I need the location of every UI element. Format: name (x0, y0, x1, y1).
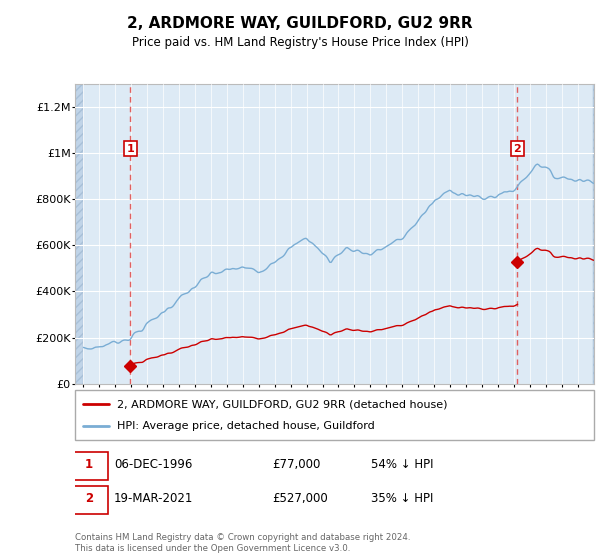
Text: 2: 2 (85, 492, 93, 505)
Text: Price paid vs. HM Land Registry's House Price Index (HPI): Price paid vs. HM Land Registry's House … (131, 36, 469, 49)
Text: Contains HM Land Registry data © Crown copyright and database right 2024.: Contains HM Land Registry data © Crown c… (75, 533, 410, 542)
Text: 06-DEC-1996: 06-DEC-1996 (114, 458, 193, 471)
Text: 2: 2 (514, 143, 521, 153)
Text: This data is licensed under the Open Government Licence v3.0.: This data is licensed under the Open Gov… (75, 544, 350, 553)
FancyBboxPatch shape (71, 486, 108, 514)
Text: 1: 1 (85, 458, 93, 471)
Bar (75, 84, 83, 384)
Text: 1: 1 (127, 143, 134, 153)
Text: 54% ↓ HPI: 54% ↓ HPI (371, 458, 433, 471)
Text: 19-MAR-2021: 19-MAR-2021 (114, 492, 193, 505)
Text: £77,000: £77,000 (272, 458, 320, 471)
Text: HPI: Average price, detached house, Guildford: HPI: Average price, detached house, Guil… (116, 421, 374, 431)
Bar (593, 84, 594, 384)
FancyBboxPatch shape (75, 390, 594, 440)
FancyBboxPatch shape (71, 452, 108, 480)
Text: 2, ARDMORE WAY, GUILDFORD, GU2 9RR: 2, ARDMORE WAY, GUILDFORD, GU2 9RR (127, 16, 473, 31)
Text: 35% ↓ HPI: 35% ↓ HPI (371, 492, 433, 505)
Text: 2, ARDMORE WAY, GUILDFORD, GU2 9RR (detached house): 2, ARDMORE WAY, GUILDFORD, GU2 9RR (deta… (116, 399, 447, 409)
Bar (75, 84, 83, 384)
Bar (593, 84, 594, 384)
Text: £527,000: £527,000 (272, 492, 328, 505)
